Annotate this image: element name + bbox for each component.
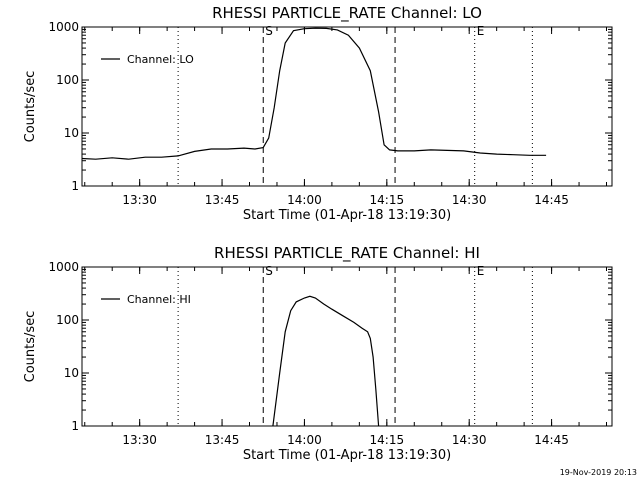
y-tick-label: 10 (64, 366, 79, 380)
event-marker-label: S (265, 264, 273, 278)
legend-label: Channel: LO (127, 53, 194, 66)
plot-frame (81, 266, 613, 427)
y-tick-label: 1000 (48, 260, 79, 274)
event-marker-label: E (477, 264, 485, 278)
plot-frame (81, 26, 613, 187)
series-line (81, 27, 547, 160)
x-tick-label: 13:45 (205, 193, 240, 207)
x-axis-label: Start Time (01-Apr-18 13:19:30) (243, 208, 451, 223)
y-axis-label: Counts/sec (23, 311, 38, 383)
event-marker-label: E (477, 24, 485, 38)
y-tick-label: 100 (56, 73, 79, 87)
series-line (272, 295, 380, 427)
x-tick-label: 14:45 (534, 433, 569, 447)
x-tick-label: 13:30 (122, 433, 157, 447)
chart-title: RHESSI PARTICLE_RATE Channel: HI (214, 244, 480, 263)
x-tick-label: 14:30 (452, 433, 487, 447)
y-axis-label: Counts/sec (23, 71, 38, 143)
panel-lo: RHESSI PARTICLE_RATE Channel: LO 1 10 100 10… (23, 4, 613, 223)
panel-hi: RHESSI PARTICLE_RATE Channel: HI 1 10 100 10… (23, 244, 613, 463)
y-tick-label: 100 (56, 313, 79, 327)
x-tick-label: 14:15 (370, 193, 405, 207)
x-tick-label: 14:30 (452, 193, 487, 207)
x-tick-label: 13:45 (205, 433, 240, 447)
y-tick-label: 1000 (48, 20, 79, 34)
x-tick-label: 14:00 (287, 193, 322, 207)
event-marker-label: S (265, 24, 273, 38)
y-tick-label: 1 (71, 179, 79, 193)
y-tick-label: 10 (64, 126, 79, 140)
footer-timestamp: 19-Nov-2019 20:13 (560, 468, 637, 477)
x-tick-label: 14:15 (370, 433, 405, 447)
x-tick-label: 14:00 (287, 433, 322, 447)
y-tick-label: 1 (71, 419, 79, 433)
chart-title: RHESSI PARTICLE_RATE Channel: LO (212, 4, 482, 23)
x-tick-label: 13:30 (122, 193, 157, 207)
legend-label: Channel: HI (127, 293, 191, 306)
x-tick-label: 14:45 (534, 193, 569, 207)
x-axis-label: Start Time (01-Apr-18 13:19:30) (243, 448, 451, 463)
